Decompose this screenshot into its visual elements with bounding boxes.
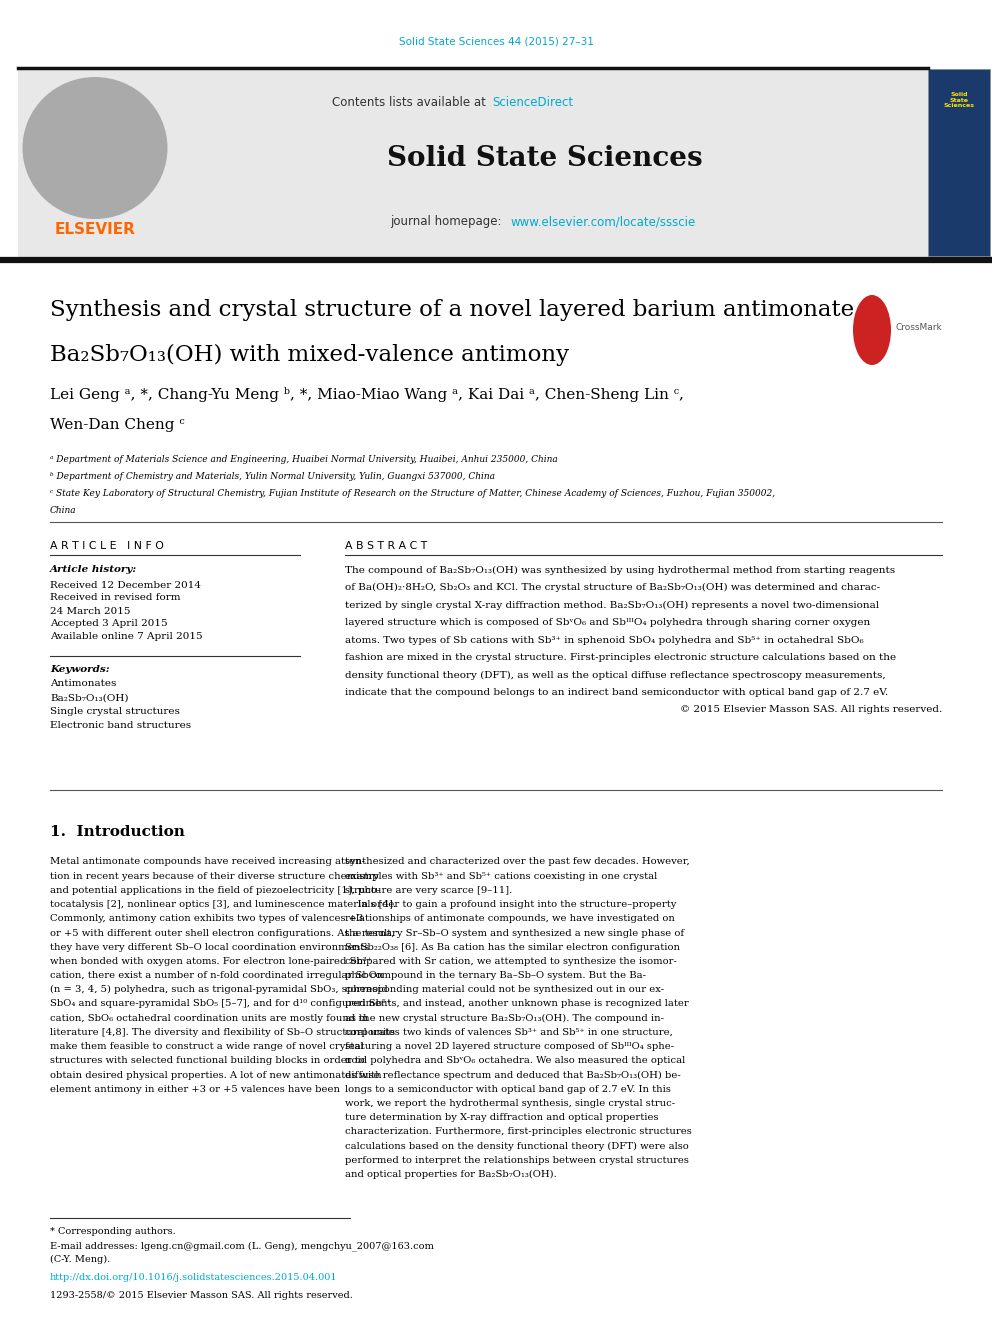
Text: Ba₂Sb₇O₁₃(OH) with mixed-valence antimony: Ba₂Sb₇O₁₃(OH) with mixed-valence antimon… xyxy=(50,344,569,366)
Text: Antimonates: Antimonates xyxy=(50,680,116,688)
Text: Single crystal structures: Single crystal structures xyxy=(50,708,180,717)
Text: density functional theory (DFT), as well as the optical diffuse reflectance spec: density functional theory (DFT), as well… xyxy=(345,671,886,680)
Text: ᶜ State Key Laboratory of Structural Chemistry, Fujian Institute of Research on : ᶜ State Key Laboratory of Structural Che… xyxy=(50,490,775,499)
Text: ᵃ Department of Materials Science and Engineering, Huaibei Normal University, Hu: ᵃ Department of Materials Science and En… xyxy=(50,455,558,464)
Text: when bonded with oxygen atoms. For electron lone-paired Sb³⁺: when bonded with oxygen atoms. For elect… xyxy=(50,957,372,966)
Text: In order to gain a profound insight into the structure–property: In order to gain a profound insight into… xyxy=(345,900,677,909)
Text: relationships of antimonate compounds, we have investigated on: relationships of antimonate compounds, w… xyxy=(345,914,675,923)
Text: Synthesis and crystal structure of a novel layered barium antimonate: Synthesis and crystal structure of a nov… xyxy=(50,299,854,321)
Text: of Ba(OH)₂·8H₂O, Sb₂O₃ and KCl. The crystal structure of Ba₂Sb₇O₁₃(OH) was deter: of Ba(OH)₂·8H₂O, Sb₂O₃ and KCl. The crys… xyxy=(345,583,880,593)
Text: atoms. Two types of Sb cations with Sb³⁺ in sphenoid SbO₄ polyhedra and Sb⁵⁺ in : atoms. Two types of Sb cations with Sb³⁺… xyxy=(345,635,864,644)
Text: Lei Geng ᵃ, *, Chang-Yu Meng ᵇ, *, Miao-Miao Wang ᵃ, Kai Dai ᵃ, Chen-Sheng Lin ᶜ: Lei Geng ᵃ, *, Chang-Yu Meng ᵇ, *, Miao-… xyxy=(50,388,683,402)
Text: longs to a semiconductor with optical band gap of 2.7 eV. In this: longs to a semiconductor with optical ba… xyxy=(345,1085,671,1094)
Text: Metal antimonate compounds have received increasing atten-: Metal antimonate compounds have received… xyxy=(50,857,365,867)
Text: structure are very scarce [9–11].: structure are very scarce [9–11]. xyxy=(345,886,512,894)
Text: Commonly, antimony cation exhibits two types of valences +3: Commonly, antimony cation exhibits two t… xyxy=(50,914,363,923)
Text: corresponding material could not be synthesized out in our ex-: corresponding material could not be synt… xyxy=(345,986,664,995)
Text: Received in revised form: Received in revised form xyxy=(50,594,181,602)
Text: diffuse reflectance spectrum and deduced that Ba₂Sb₇O₁₃(OH) be-: diffuse reflectance spectrum and deduced… xyxy=(345,1070,681,1080)
Text: Solid
State
Sciences: Solid State Sciences xyxy=(943,91,974,108)
Text: E-mail addresses: lgeng.cn@gmail.com (L. Geng), mengchyu_2007@163.com: E-mail addresses: lgeng.cn@gmail.com (L.… xyxy=(50,1241,434,1252)
Text: ELSEVIER: ELSEVIER xyxy=(55,222,136,238)
Text: examples with Sb³⁺ and Sb⁵⁺ cations coexisting in one crystal: examples with Sb³⁺ and Sb⁵⁺ cations coex… xyxy=(345,872,658,881)
Text: * Corresponding authors.: * Corresponding authors. xyxy=(50,1228,176,1237)
Text: A R T I C L E   I N F O: A R T I C L E I N F O xyxy=(50,541,164,550)
Text: obtain desired physical properties. A lot of new antimonates with: obtain desired physical properties. A lo… xyxy=(50,1070,382,1080)
Text: A B S T R A C T: A B S T R A C T xyxy=(345,541,428,550)
Text: (C-Y. Meng).: (C-Y. Meng). xyxy=(50,1254,110,1263)
Text: 24 March 2015: 24 March 2015 xyxy=(50,606,131,615)
Text: work, we report the hydrothermal synthesis, single crystal struc-: work, we report the hydrothermal synthes… xyxy=(345,1099,676,1107)
Text: The compound of Ba₂Sb₇O₁₃(OH) was synthesized by using hydrothermal method from : The compound of Ba₂Sb₇O₁₃(OH) was synthe… xyxy=(345,565,895,574)
Text: Sr₅Sb₂₂O₃₈ [6]. As Ba cation has the similar electron configuration: Sr₅Sb₂₂O₃₈ [6]. As Ba cation has the sim… xyxy=(345,943,680,951)
Text: literature [4,8]. The diversity and flexibility of Sb–O structural units: literature [4,8]. The diversity and flex… xyxy=(50,1028,395,1037)
Text: Available online 7 April 2015: Available online 7 April 2015 xyxy=(50,632,202,642)
Text: journal homepage:: journal homepage: xyxy=(390,216,505,229)
Text: CrossMark: CrossMark xyxy=(896,324,942,332)
Text: and optical properties for Ba₂Sb₇O₁₃(OH).: and optical properties for Ba₂Sb₇O₁₃(OH)… xyxy=(345,1170,557,1179)
Text: layered structure which is composed of SbᵛO₆ and SbᴵᴵᴵO₄ polyhedra through shari: layered structure which is composed of S… xyxy=(345,618,870,627)
Text: Electronic band structures: Electronic band structures xyxy=(50,721,191,730)
Text: Solid State Sciences: Solid State Sciences xyxy=(387,144,702,172)
Text: Article history:: Article history: xyxy=(50,565,137,574)
Text: SbO₄ and square-pyramidal SbO₅ [5–7], and for d¹⁰ configured Sb⁵⁺: SbO₄ and square-pyramidal SbO₅ [5–7], an… xyxy=(50,999,391,1008)
Text: terized by single crystal X-ray diffraction method. Ba₂Sb₇O₁₃(OH) represents a n: terized by single crystal X-ray diffract… xyxy=(345,601,879,610)
Ellipse shape xyxy=(853,295,891,365)
Text: corporates two kinds of valences Sb³⁺ and Sb⁵⁺ in one structure,: corporates two kinds of valences Sb³⁺ an… xyxy=(345,1028,673,1037)
Text: 1.  Introduction: 1. Introduction xyxy=(50,826,185,839)
FancyBboxPatch shape xyxy=(928,69,990,255)
Text: Received 12 December 2014: Received 12 December 2014 xyxy=(50,581,201,590)
Text: Contents lists available at: Contents lists available at xyxy=(332,95,490,108)
Text: make them feasible to construct a wide range of novel crystal: make them feasible to construct a wide r… xyxy=(50,1043,363,1050)
Text: Accepted 3 April 2015: Accepted 3 April 2015 xyxy=(50,619,168,628)
Text: www.elsevier.com/locate/ssscie: www.elsevier.com/locate/ssscie xyxy=(510,216,695,229)
Ellipse shape xyxy=(23,77,168,220)
Text: phic compound in the ternary Ba–Sb–O system. But the Ba-: phic compound in the ternary Ba–Sb–O sys… xyxy=(345,971,646,980)
Text: (n = 3, 4, 5) polyhedra, such as trigonal-pyramidal SbO₃, sphenoid: (n = 3, 4, 5) polyhedra, such as trigona… xyxy=(50,986,388,995)
Text: indicate that the compound belongs to an indirect band semiconductor with optica: indicate that the compound belongs to an… xyxy=(345,688,888,697)
Text: fashion are mixed in the crystal structure. First-principles electronic structur: fashion are mixed in the crystal structu… xyxy=(345,654,896,662)
Text: ᵇ Department of Chemistry and Materials, Yulin Normal University, Yulin, Guangxi: ᵇ Department of Chemistry and Materials,… xyxy=(50,472,495,482)
Text: ture determination by X-ray diffraction and optical properties: ture determination by X-ray diffraction … xyxy=(345,1113,659,1122)
Text: cation, SbO₆ octahedral coordination units are mostly found in: cation, SbO₆ octahedral coordination uni… xyxy=(50,1013,368,1023)
Text: calculations based on the density functional theory (DFT) were also: calculations based on the density functi… xyxy=(345,1142,688,1151)
Text: Solid State Sciences 44 (2015) 27–31: Solid State Sciences 44 (2015) 27–31 xyxy=(399,37,593,48)
Text: they have very different Sb–O local coordination environments: they have very different Sb–O local coor… xyxy=(50,943,369,951)
Text: tocatalysis [2], nonlinear optics [3], and luminescence materials [4].: tocatalysis [2], nonlinear optics [3], a… xyxy=(50,900,396,909)
Text: Wen-Dan Cheng ᶜ: Wen-Dan Cheng ᶜ xyxy=(50,418,185,433)
Text: performed to interpret the relationships between crystal structures: performed to interpret the relationships… xyxy=(345,1156,688,1164)
Text: http://dx.doi.org/10.1016/j.solidstatesciences.2015.04.001: http://dx.doi.org/10.1016/j.solidstatesc… xyxy=(50,1274,337,1282)
Text: ScienceDirect: ScienceDirect xyxy=(492,95,573,108)
Text: or +5 with different outer shell electron configurations. As a result,: or +5 with different outer shell electro… xyxy=(50,929,395,938)
Text: compared with Sr cation, we attempted to synthesize the isomor-: compared with Sr cation, we attempted to… xyxy=(345,957,677,966)
Text: Ba₂Sb₇O₁₃(OH): Ba₂Sb₇O₁₃(OH) xyxy=(50,693,129,703)
FancyBboxPatch shape xyxy=(18,67,928,258)
Text: cation, there exist a number of n-fold coordinated irregular SbOn: cation, there exist a number of n-fold c… xyxy=(50,971,383,980)
Text: Keywords:: Keywords: xyxy=(50,664,110,673)
Text: periments, and instead, another unknown phase is recognized later: periments, and instead, another unknown … xyxy=(345,999,688,1008)
Text: China: China xyxy=(50,505,76,515)
Text: 1293-2558/© 2015 Elsevier Masson SAS. All rights reserved.: 1293-2558/© 2015 Elsevier Masson SAS. Al… xyxy=(50,1290,353,1299)
Text: tion in recent years because of their diverse structure chemistry: tion in recent years because of their di… xyxy=(50,872,379,881)
Text: featuring a novel 2D layered structure composed of SbᴵᴵᴵO₄ sphe-: featuring a novel 2D layered structure c… xyxy=(345,1043,675,1050)
Text: noid polyhedra and SbᵛO₆ octahedra. We also measured the optical: noid polyhedra and SbᵛO₆ octahedra. We a… xyxy=(345,1056,685,1065)
Text: as the new crystal structure Ba₂Sb₇O₁₃(OH). The compound in-: as the new crystal structure Ba₂Sb₇O₁₃(O… xyxy=(345,1013,664,1023)
Text: © 2015 Elsevier Masson SAS. All rights reserved.: © 2015 Elsevier Masson SAS. All rights r… xyxy=(680,705,942,714)
Text: element antimony in either +3 or +5 valences have been: element antimony in either +3 or +5 vale… xyxy=(50,1085,340,1094)
Text: and potential applications in the field of piezoelectricity [1], pho-: and potential applications in the field … xyxy=(50,886,380,894)
Text: characterization. Furthermore, first-principles electronic structures: characterization. Furthermore, first-pri… xyxy=(345,1127,691,1136)
Text: structures with selected functional building blocks in order to: structures with selected functional buil… xyxy=(50,1056,365,1065)
Text: synthesized and characterized over the past few decades. However,: synthesized and characterized over the p… xyxy=(345,857,689,867)
Text: the ternary Sr–Sb–O system and synthesized a new single phase of: the ternary Sr–Sb–O system and synthesiz… xyxy=(345,929,684,938)
